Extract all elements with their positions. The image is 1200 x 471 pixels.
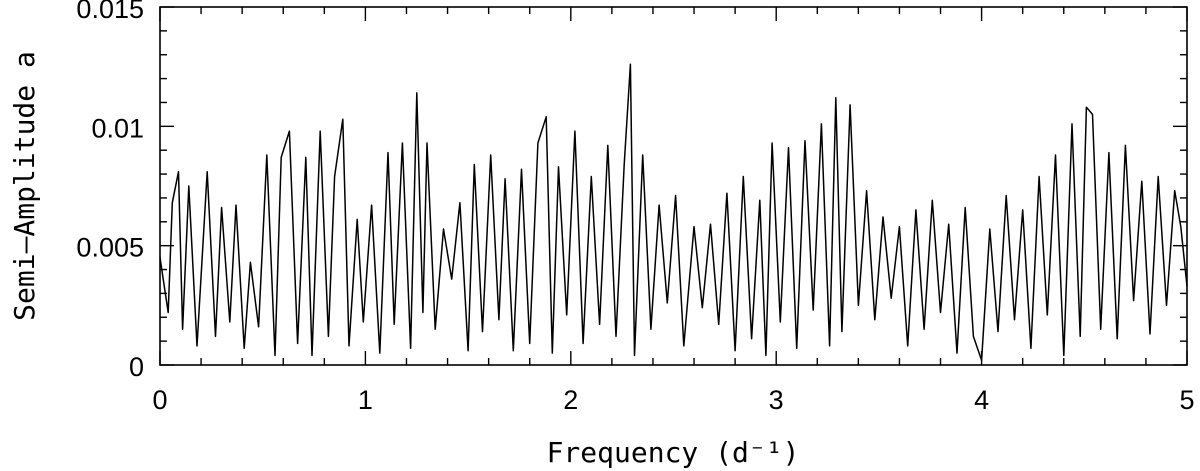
y-tick-label: 0 [129, 352, 144, 382]
y-tick-label: 0.01 [91, 113, 144, 143]
x-tick-label: 5 [1179, 385, 1194, 415]
labels-layer: 0 1 2 3 4 5 0 0.005 0.01 0.015 [76, 0, 1194, 415]
y-axis-title: Semi–Amplitude a [8, 51, 41, 321]
x-tick-label: 3 [769, 385, 784, 415]
y-tick-label: 0.015 [76, 0, 144, 24]
x-tick-label: 1 [358, 385, 373, 415]
x-tick-label: 0 [152, 385, 167, 415]
plot-frame [159, 6, 1188, 366]
series-layer [159, 63, 1188, 361]
x-axis-title: Frequency (d⁻¹) [547, 436, 800, 469]
amplitude-series-line [159, 63, 1188, 361]
x-tick-label: 4 [974, 385, 989, 415]
x-tick-label: 2 [563, 385, 578, 415]
y-tick-label: 0.005 [76, 233, 144, 263]
